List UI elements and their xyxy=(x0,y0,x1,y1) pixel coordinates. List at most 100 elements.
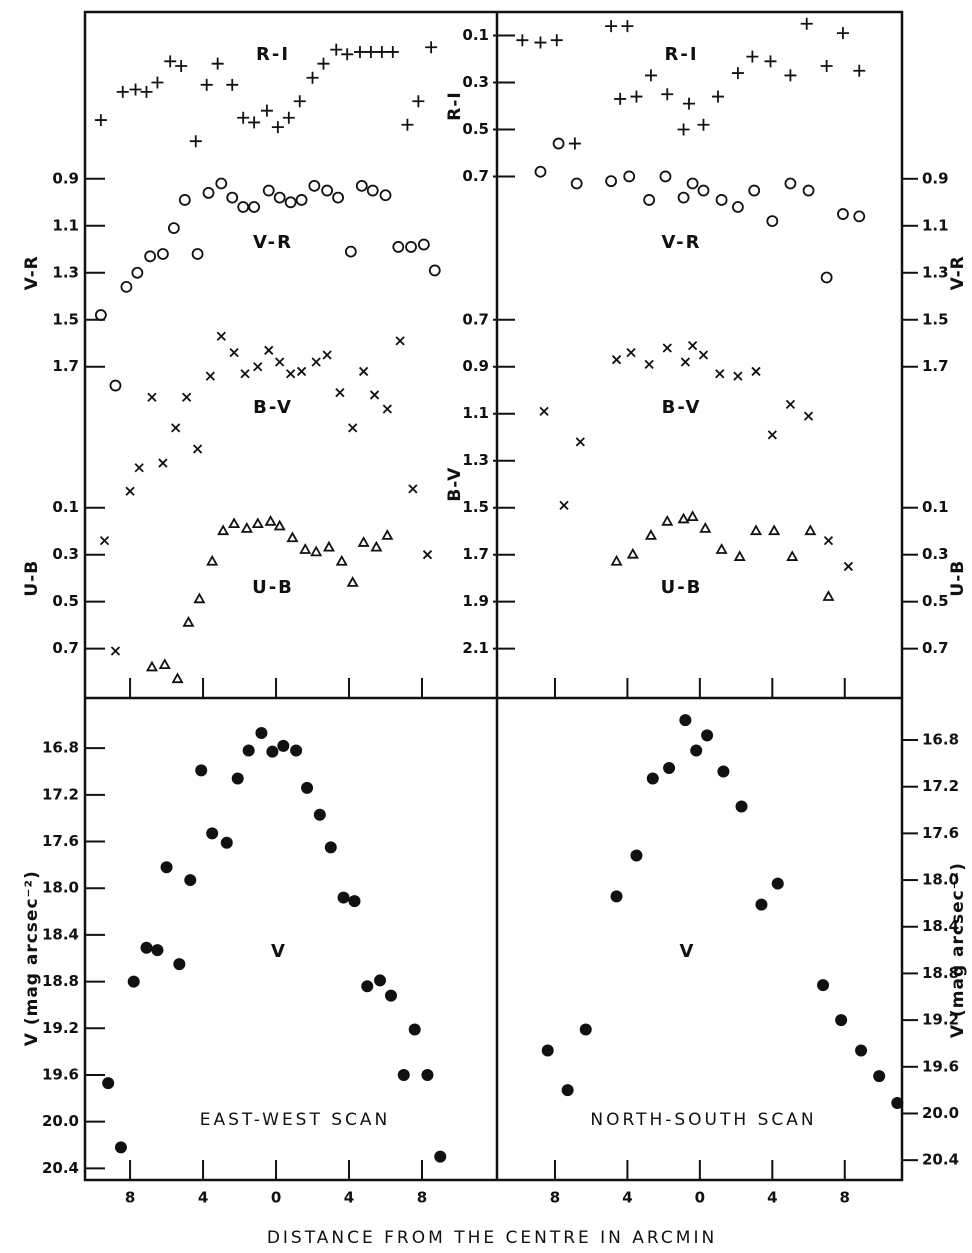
data-point xyxy=(193,592,206,604)
data-point xyxy=(715,543,728,554)
y-tick-label: 16.8 xyxy=(922,731,959,749)
data-point xyxy=(157,248,169,260)
data-point xyxy=(412,95,425,108)
data-point xyxy=(392,241,405,253)
data-point xyxy=(195,764,208,777)
data-point xyxy=(630,90,643,103)
data-point xyxy=(205,371,215,381)
y-tick-label: 17.2 xyxy=(922,777,959,795)
data-point xyxy=(299,543,312,554)
data-point xyxy=(192,444,203,454)
data-point xyxy=(516,34,529,47)
data-point xyxy=(610,890,623,903)
data-point xyxy=(749,524,763,536)
data-point xyxy=(361,980,374,993)
data-point xyxy=(228,517,241,529)
data-point xyxy=(344,245,357,258)
data-point xyxy=(731,201,744,213)
x-tick-label: 8 xyxy=(417,1189,427,1207)
data-point xyxy=(262,184,275,197)
data-point xyxy=(605,175,618,188)
y-tick-label: 1.5 xyxy=(922,310,949,328)
data-point xyxy=(785,399,796,409)
data-point xyxy=(215,177,228,190)
data-point xyxy=(273,519,286,531)
data-point xyxy=(561,1084,574,1097)
data-point xyxy=(766,215,779,227)
data-point xyxy=(237,111,250,124)
data-point xyxy=(313,808,326,821)
data-point xyxy=(384,989,397,1002)
series-label: U-B xyxy=(661,577,703,598)
series-label: B-V xyxy=(253,397,293,418)
data-point xyxy=(623,170,636,183)
data-point xyxy=(364,45,377,58)
y-tick-label: 1.3 xyxy=(922,263,949,281)
data-point xyxy=(626,348,636,358)
data-point xyxy=(231,772,244,785)
y-tick-label: 1.3 xyxy=(462,451,489,469)
data-point xyxy=(662,343,672,353)
data-point xyxy=(322,540,335,552)
scan-annotation: NORTH-SOUTH SCAN xyxy=(590,1110,816,1130)
data-point xyxy=(579,1023,592,1036)
data-point xyxy=(251,517,264,529)
data-point xyxy=(679,714,692,727)
data-point xyxy=(217,524,230,536)
data-point xyxy=(301,781,314,794)
x-tick-label: 8 xyxy=(550,1189,560,1207)
data-point xyxy=(321,184,334,197)
data-point xyxy=(306,71,319,84)
y-tick-label: 17.6 xyxy=(42,832,79,850)
y-axis-title: V-R xyxy=(948,255,968,290)
data-point xyxy=(181,392,192,402)
frame xyxy=(83,10,904,1182)
y-tick-label: 0.1 xyxy=(922,498,949,516)
y-tick-label: 19.6 xyxy=(42,1065,79,1083)
data-point xyxy=(369,390,380,400)
data-point xyxy=(94,309,107,321)
data-point xyxy=(422,550,433,560)
data-point xyxy=(284,196,297,209)
data-point xyxy=(374,974,387,987)
y-axis-title: V (mag arcsec⁻²) xyxy=(948,862,968,1038)
data-point xyxy=(127,975,140,988)
y-tick-label: 20.0 xyxy=(922,1104,959,1122)
data-point xyxy=(610,554,623,566)
data-point xyxy=(120,280,133,293)
data-point xyxy=(853,64,866,77)
data-point xyxy=(317,57,330,70)
series-label: V xyxy=(271,941,287,962)
data-point xyxy=(853,210,866,223)
data-point xyxy=(308,179,321,192)
y-tick-label: 1.1 xyxy=(52,216,79,234)
x-tick-label: 8 xyxy=(840,1189,850,1207)
y-tick-label: 1.7 xyxy=(922,357,949,375)
data-point xyxy=(748,184,761,197)
y-tick-label: 0.7 xyxy=(462,310,489,328)
data-point xyxy=(255,727,268,740)
data-point xyxy=(140,941,153,954)
data-point xyxy=(275,357,285,367)
y-axis-title: V-R xyxy=(22,255,42,290)
data-point xyxy=(534,36,547,49)
data-point xyxy=(680,357,691,367)
data-point xyxy=(630,849,643,862)
series-label: V-R xyxy=(662,232,702,253)
data-point xyxy=(552,137,565,150)
data-point xyxy=(804,524,817,536)
y-tick-label: 18.8 xyxy=(42,972,79,990)
y-tick-label: 2.1 xyxy=(462,639,489,657)
x-tick-label: 4 xyxy=(344,1189,354,1207)
data-point xyxy=(386,45,399,58)
y-tick-label: 1.5 xyxy=(52,310,79,328)
series-label: U-B xyxy=(252,577,294,598)
data-point xyxy=(701,729,714,742)
data-point xyxy=(145,660,159,672)
data-point xyxy=(189,135,202,148)
data-point xyxy=(277,739,290,752)
data-point xyxy=(715,194,728,206)
data-point xyxy=(731,67,744,80)
data-point xyxy=(253,362,263,372)
